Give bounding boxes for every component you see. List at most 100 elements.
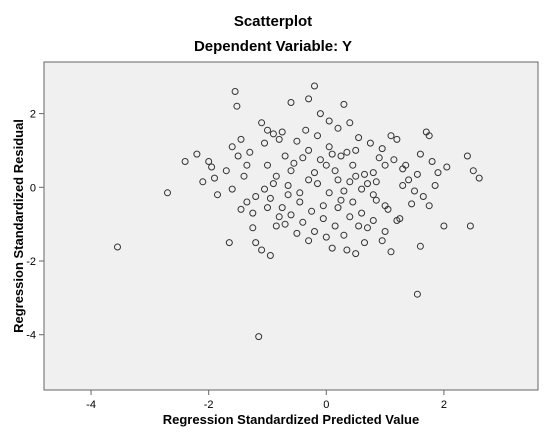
data-point bbox=[322, 161, 330, 169]
data-point bbox=[287, 167, 295, 175]
data-point bbox=[443, 163, 451, 171]
data-point bbox=[331, 167, 339, 175]
data-point bbox=[325, 143, 333, 151]
data-point bbox=[364, 180, 371, 188]
y-axis-label: Regression Standardized Residual bbox=[11, 119, 26, 333]
data-point bbox=[305, 237, 313, 245]
data-point bbox=[440, 222, 448, 230]
data-point bbox=[322, 233, 330, 241]
data-point bbox=[334, 204, 342, 212]
data-point bbox=[237, 135, 245, 143]
data-point bbox=[302, 126, 310, 134]
data-point bbox=[428, 158, 436, 165]
data-point bbox=[314, 132, 321, 140]
data-point bbox=[425, 132, 433, 140]
x-tick-label: -2 bbox=[204, 399, 214, 411]
data-point bbox=[249, 224, 257, 232]
data-point bbox=[266, 194, 274, 202]
data-point bbox=[387, 132, 395, 140]
data-point bbox=[293, 137, 301, 145]
data-point bbox=[261, 185, 268, 193]
data-point bbox=[246, 148, 254, 156]
data-point bbox=[375, 154, 383, 162]
data-point bbox=[346, 119, 354, 127]
data-point bbox=[334, 176, 342, 184]
plot-area bbox=[43, 61, 539, 391]
data-point bbox=[261, 139, 268, 147]
data-point bbox=[361, 239, 368, 247]
data-point bbox=[205, 158, 213, 165]
data-point bbox=[222, 167, 230, 175]
data-point bbox=[346, 178, 354, 186]
data-point bbox=[314, 180, 321, 188]
data-point bbox=[402, 161, 410, 169]
data-point bbox=[399, 182, 407, 189]
chart-subtitle: Dependent Variable: Y bbox=[194, 38, 352, 55]
data-point bbox=[364, 224, 371, 232]
data-point bbox=[181, 158, 189, 165]
data-point bbox=[366, 139, 374, 147]
data-point bbox=[278, 204, 286, 212]
y-tick-label: -2 bbox=[26, 256, 36, 268]
data-point bbox=[358, 209, 366, 217]
data-point bbox=[340, 187, 348, 195]
data-point bbox=[208, 163, 216, 171]
data-point bbox=[311, 228, 318, 235]
data-point bbox=[381, 161, 389, 169]
data-point bbox=[284, 191, 292, 199]
data-point bbox=[325, 117, 333, 125]
data-point bbox=[331, 222, 339, 230]
data-point bbox=[290, 159, 298, 167]
data-point bbox=[319, 215, 327, 223]
data-point bbox=[337, 152, 345, 160]
data-point bbox=[308, 207, 316, 215]
data-point bbox=[334, 124, 342, 132]
data-point bbox=[387, 248, 395, 256]
data-point bbox=[287, 211, 295, 219]
data-point bbox=[233, 102, 241, 110]
data-point bbox=[258, 246, 266, 254]
data-points bbox=[114, 82, 483, 341]
data-point bbox=[264, 161, 271, 169]
data-point bbox=[287, 99, 295, 106]
data-point bbox=[343, 246, 351, 254]
data-point bbox=[164, 189, 171, 197]
data-point bbox=[372, 196, 380, 204]
data-point bbox=[252, 193, 260, 200]
data-point bbox=[299, 154, 307, 162]
data-point bbox=[466, 222, 474, 230]
data-point bbox=[272, 222, 280, 230]
data-point bbox=[243, 161, 251, 169]
data-point bbox=[396, 215, 404, 223]
data-point bbox=[264, 204, 271, 212]
data-point bbox=[411, 187, 418, 195]
x-tick-label: -4 bbox=[86, 399, 96, 411]
x-axis-label: Regression Standardized Predicted Value bbox=[163, 412, 419, 427]
data-point bbox=[255, 333, 263, 341]
y-tick-label: -4 bbox=[26, 330, 36, 342]
data-point bbox=[419, 193, 427, 200]
data-point bbox=[296, 198, 304, 206]
data-point bbox=[413, 290, 421, 298]
data-point bbox=[346, 213, 354, 221]
data-point bbox=[305, 95, 313, 103]
x-tick-label: 0 bbox=[323, 399, 329, 411]
data-point bbox=[114, 243, 121, 251]
y-axis: 2 0 -2 -4 bbox=[26, 109, 44, 342]
data-point bbox=[293, 229, 301, 237]
data-point bbox=[378, 237, 386, 245]
data-point bbox=[269, 130, 277, 138]
data-point bbox=[252, 239, 260, 247]
data-point bbox=[434, 169, 442, 177]
data-point bbox=[413, 170, 421, 178]
data-point bbox=[328, 150, 336, 158]
data-point bbox=[299, 218, 307, 226]
data-point bbox=[319, 202, 327, 210]
y-tick-label: 2 bbox=[30, 109, 36, 121]
data-point bbox=[234, 152, 242, 160]
data-point bbox=[264, 126, 271, 134]
data-point bbox=[211, 174, 218, 182]
data-point bbox=[225, 239, 233, 247]
data-point bbox=[193, 150, 201, 158]
data-point bbox=[311, 82, 318, 90]
